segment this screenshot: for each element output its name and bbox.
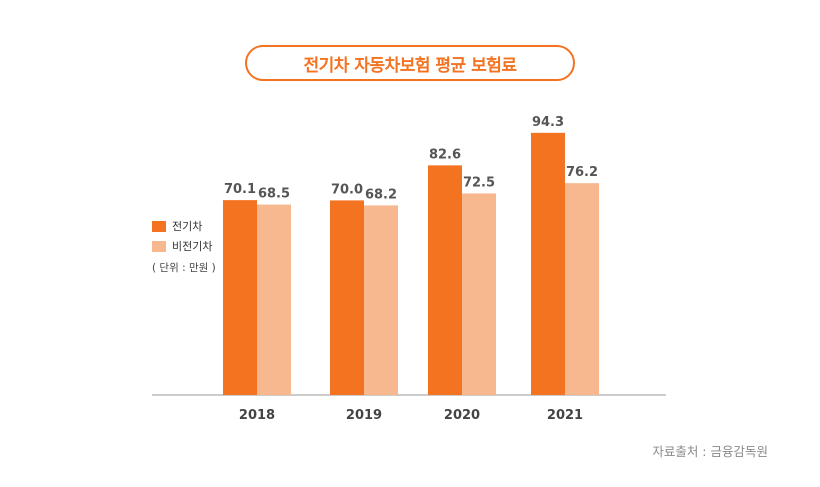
data-label-non-ev-2021: 76.2 (566, 165, 598, 180)
bar-ev-2021 (531, 132, 565, 395)
legend-label-ev: 전기차 (172, 220, 203, 233)
unit-label: ( 단위 : 만원 ) (152, 262, 216, 274)
legend-item-ev: 전기차 (152, 216, 216, 236)
data-label-non-ev-2018: 68.5 (258, 187, 290, 202)
data-label-ev-2020: 82.6 (429, 147, 461, 162)
source-note: 자료출처 : 금융감독원 (652, 444, 768, 459)
data-label-ev-2018: 70.1 (224, 182, 256, 197)
bar-ev-2018 (223, 200, 257, 395)
x-tick-label-2021: 2021 (547, 408, 583, 423)
bar-non-ev-2021 (565, 183, 599, 395)
x-tick-label-2019: 2019 (346, 408, 382, 423)
bar-non-ev-2020 (462, 193, 496, 395)
bar-ev-2019 (330, 200, 364, 395)
bar-non-ev-2018 (257, 204, 291, 395)
legend-label-non-ev: 비전기차 (172, 240, 213, 253)
x-tick-label-2018: 2018 (239, 408, 275, 423)
data-label-ev-2021: 94.3 (532, 115, 564, 130)
bar-ev-2020 (428, 165, 462, 395)
data-label-non-ev-2019: 68.2 (365, 187, 397, 202)
chart-title-text: 전기차 자동차보험 평균 보험료 (303, 55, 517, 76)
bar-non-ev-2019 (364, 205, 398, 395)
chart-title: 전기차 자동차보험 평균 보험료 (245, 45, 575, 81)
legend-swatch-ev (152, 220, 166, 232)
data-label-non-ev-2020: 72.5 (463, 175, 495, 190)
data-label-ev-2019: 70.0 (331, 182, 363, 197)
legend: 전기차 비전기차 ( 단위 : 만원 ) (152, 216, 216, 275)
x-tick-label-2020: 2020 (444, 408, 480, 423)
legend-item-non-ev: 비전기차 (152, 236, 216, 256)
legend-swatch-non-ev (152, 240, 166, 252)
